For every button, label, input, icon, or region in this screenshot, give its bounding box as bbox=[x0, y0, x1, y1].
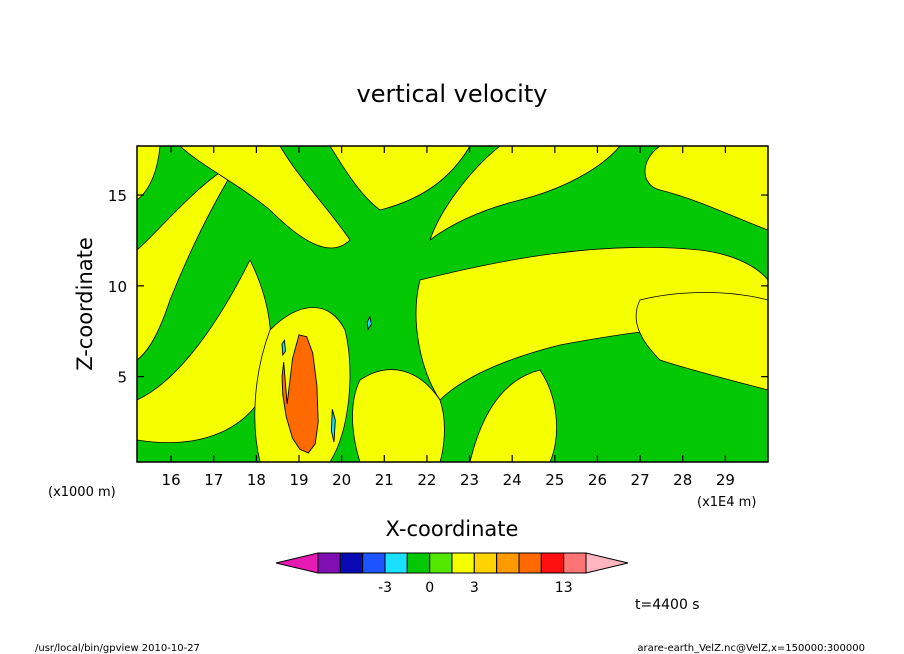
contour-band bbox=[179, 146, 351, 249]
x-tick-label: 17 bbox=[204, 471, 223, 489]
colorbar-swatch bbox=[339, 552, 364, 574]
colorbar-swatch bbox=[406, 552, 431, 574]
colorbar-high-triangle bbox=[585, 552, 629, 574]
colorbar-label: 13 bbox=[555, 580, 573, 596]
x-tick-label: 18 bbox=[247, 471, 266, 489]
colorbar-swatch bbox=[540, 552, 565, 574]
colorbar-label: -3 bbox=[378, 580, 392, 596]
contour-band bbox=[469, 369, 557, 462]
contour-band bbox=[429, 146, 621, 242]
footer-right: arare-earth_VelZ.nc@VelZ,x=150000:300000 bbox=[637, 643, 865, 654]
x-tick-label: 19 bbox=[289, 471, 308, 489]
colorbar-labels: -3 0 3 13 bbox=[378, 580, 573, 596]
contour-band bbox=[635, 292, 768, 391]
x-tick-label: 22 bbox=[417, 471, 436, 489]
velocity-region bbox=[366, 315, 372, 331]
x-tick-label: 20 bbox=[332, 471, 351, 489]
colorbar-swatch bbox=[429, 552, 453, 574]
x-tick-label: 29 bbox=[716, 471, 735, 489]
contour-band bbox=[137, 159, 242, 361]
plot-area: 16 17 18 19 20 21 22 23 24 25 26 27 28 29 5 10 15 bbox=[108, 145, 769, 489]
time-label: t=4400 s bbox=[635, 597, 700, 613]
x-axis-ticks: 16 17 18 19 20 21 22 23 24 25 26 27 28 29 bbox=[162, 146, 735, 489]
colorbar bbox=[275, 552, 629, 574]
contour-band bbox=[352, 369, 445, 462]
colorbar-swatch bbox=[518, 552, 542, 574]
velocity-region bbox=[281, 334, 319, 454]
colorbar-label: 3 bbox=[470, 580, 479, 596]
x-tick-label: 24 bbox=[503, 471, 522, 489]
x-tick-label: 28 bbox=[673, 471, 692, 489]
colorbar-low-triangle bbox=[275, 552, 319, 574]
x-tick-label: 26 bbox=[588, 471, 607, 489]
contour-band bbox=[329, 146, 471, 211]
chart-title: vertical velocity bbox=[357, 80, 548, 108]
x-tick-label: 21 bbox=[375, 471, 394, 489]
colorbar-swatch bbox=[362, 552, 386, 574]
contour-band bbox=[644, 146, 768, 231]
colorbar-swatch bbox=[317, 552, 341, 574]
colorbar-swatch bbox=[451, 552, 475, 574]
footer-left: /usr/local/bin/gpview 2010-10-27 bbox=[35, 643, 200, 654]
colorbar-swatch bbox=[563, 552, 587, 574]
y-tick-label: 10 bbox=[108, 278, 127, 296]
x-tick-label: 27 bbox=[631, 471, 650, 489]
x-tick-label: 16 bbox=[162, 471, 181, 489]
colorbar-swatch bbox=[473, 552, 498, 574]
y-tick-label: 15 bbox=[108, 187, 127, 205]
velocity-region bbox=[281, 338, 286, 357]
contour-band bbox=[137, 259, 272, 443]
velocity-region bbox=[330, 409, 336, 443]
colorbar-label: 0 bbox=[425, 580, 434, 596]
y-axis-units: (x1000 m) bbox=[48, 485, 116, 500]
plot-frame bbox=[136, 145, 769, 463]
x-axis-label: X-coordinate bbox=[386, 517, 519, 541]
y-axis-ticks: 5 10 15 bbox=[108, 187, 768, 387]
x-tick-label: 25 bbox=[545, 471, 564, 489]
x-tick-label: 23 bbox=[460, 471, 479, 489]
velocity-regions bbox=[281, 315, 372, 454]
colorbar-swatch bbox=[496, 552, 520, 574]
y-axis-label: Z-coordinate bbox=[73, 237, 97, 371]
contour-fields bbox=[137, 146, 768, 462]
x-axis-units: (x1E4 m) bbox=[697, 495, 756, 510]
colorbar-swatch bbox=[384, 552, 408, 574]
y-tick-label: 5 bbox=[117, 369, 127, 387]
